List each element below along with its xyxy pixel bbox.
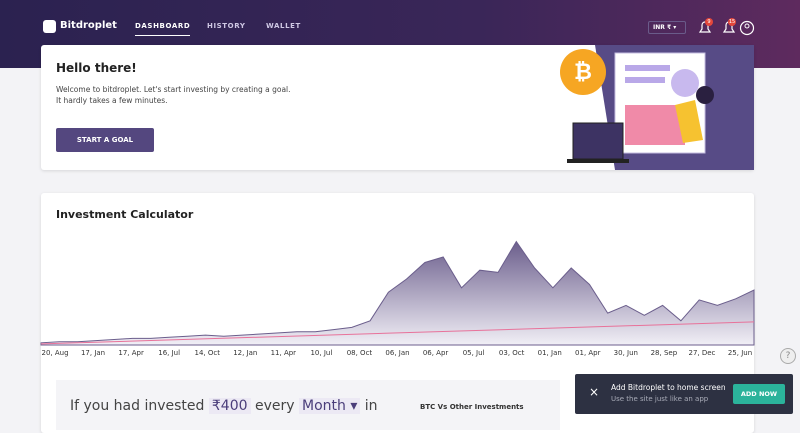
avatar-icon[interactable] — [739, 20, 755, 36]
x-label: 06, Jan — [385, 349, 410, 357]
logo-icon — [43, 20, 56, 33]
illus-laptop-base — [567, 159, 629, 163]
calculator-title: Investment Calculator — [56, 208, 194, 221]
toast-subtitle: Use the site just like an app — [611, 395, 709, 403]
x-label: 10, Jul — [310, 349, 333, 357]
x-label: 17, Apr — [118, 349, 144, 357]
add-now-button[interactable]: ADD NOW — [733, 384, 785, 404]
logo-text[interactable]: Bitdroplet — [60, 20, 117, 31]
sentence-text: every — [254, 398, 295, 414]
sentence-text: If you had invested — [70, 398, 205, 414]
welcome-text: Welcome to bitdroplet. Let's start inves… — [56, 85, 291, 94]
x-label: 25, Jun — [727, 349, 753, 357]
illus-laptop — [572, 122, 624, 160]
calculator-sentence: If you had invested ₹400 every Month ▾ i… — [70, 398, 378, 414]
start-goal-button[interactable]: START A GOAL — [56, 128, 154, 152]
nav-item[interactable]: DASHBOARD — [135, 22, 191, 36]
illus-person-head — [696, 86, 714, 104]
x-label: 06, Apr — [422, 349, 449, 357]
x-label: 05, Jul — [462, 349, 485, 357]
illus-bar — [625, 77, 665, 83]
x-label: 11, Apr — [270, 349, 297, 357]
x-label: 03, Oct — [498, 349, 525, 357]
illus-coin — [560, 49, 606, 95]
avatar-head — [744, 23, 750, 29]
x-label: 16, Jul — [158, 349, 181, 357]
x-label: 28, Sep — [650, 349, 678, 357]
welcome-text: It hardly takes a few minutes. — [56, 96, 168, 105]
nav-item[interactable]: HISTORY — [207, 22, 246, 30]
illus-chart — [625, 105, 685, 145]
x-label: 01, Apr — [575, 349, 601, 357]
currency-select[interactable]: INR ₹ ▾ — [648, 21, 686, 34]
illus-person — [675, 100, 703, 143]
illus-pie — [671, 69, 699, 97]
frequency-select[interactable]: Month ▾ — [298, 398, 361, 414]
x-label: 01, Jan — [537, 349, 562, 357]
x-label: 08, Oct — [346, 349, 373, 357]
x-label: 14, Oct — [194, 349, 220, 357]
sentence-text: in — [364, 398, 378, 414]
comparison-title: BTC Vs Other Investments — [420, 403, 524, 411]
x-label: 12, Jan — [233, 349, 258, 357]
illustration: ₿ — [560, 45, 754, 170]
help-button[interactable]: ? — [780, 348, 796, 364]
badge: 15 — [728, 18, 736, 26]
x-label: 30, Jun — [613, 349, 638, 357]
illus-bar — [625, 65, 670, 71]
x-label: 27, Dec — [688, 349, 716, 357]
toast-title: Add Bitdroplet to home screen — [611, 383, 726, 392]
x-label: 17, Jan — [80, 349, 106, 357]
badge: 9 — [705, 18, 713, 26]
amount-input[interactable]: ₹400 — [208, 398, 251, 414]
investment-chart — [40, 240, 755, 346]
welcome-title: Hello there! — [56, 61, 137, 75]
nav-item[interactable]: WALLET — [266, 22, 301, 30]
illus-coin-symbol: ₿ — [574, 60, 592, 85]
x-label: 20, Aug — [41, 349, 69, 357]
invested-line — [40, 321, 755, 345]
toast-close[interactable]: × — [589, 385, 600, 399]
area — [40, 240, 755, 346]
